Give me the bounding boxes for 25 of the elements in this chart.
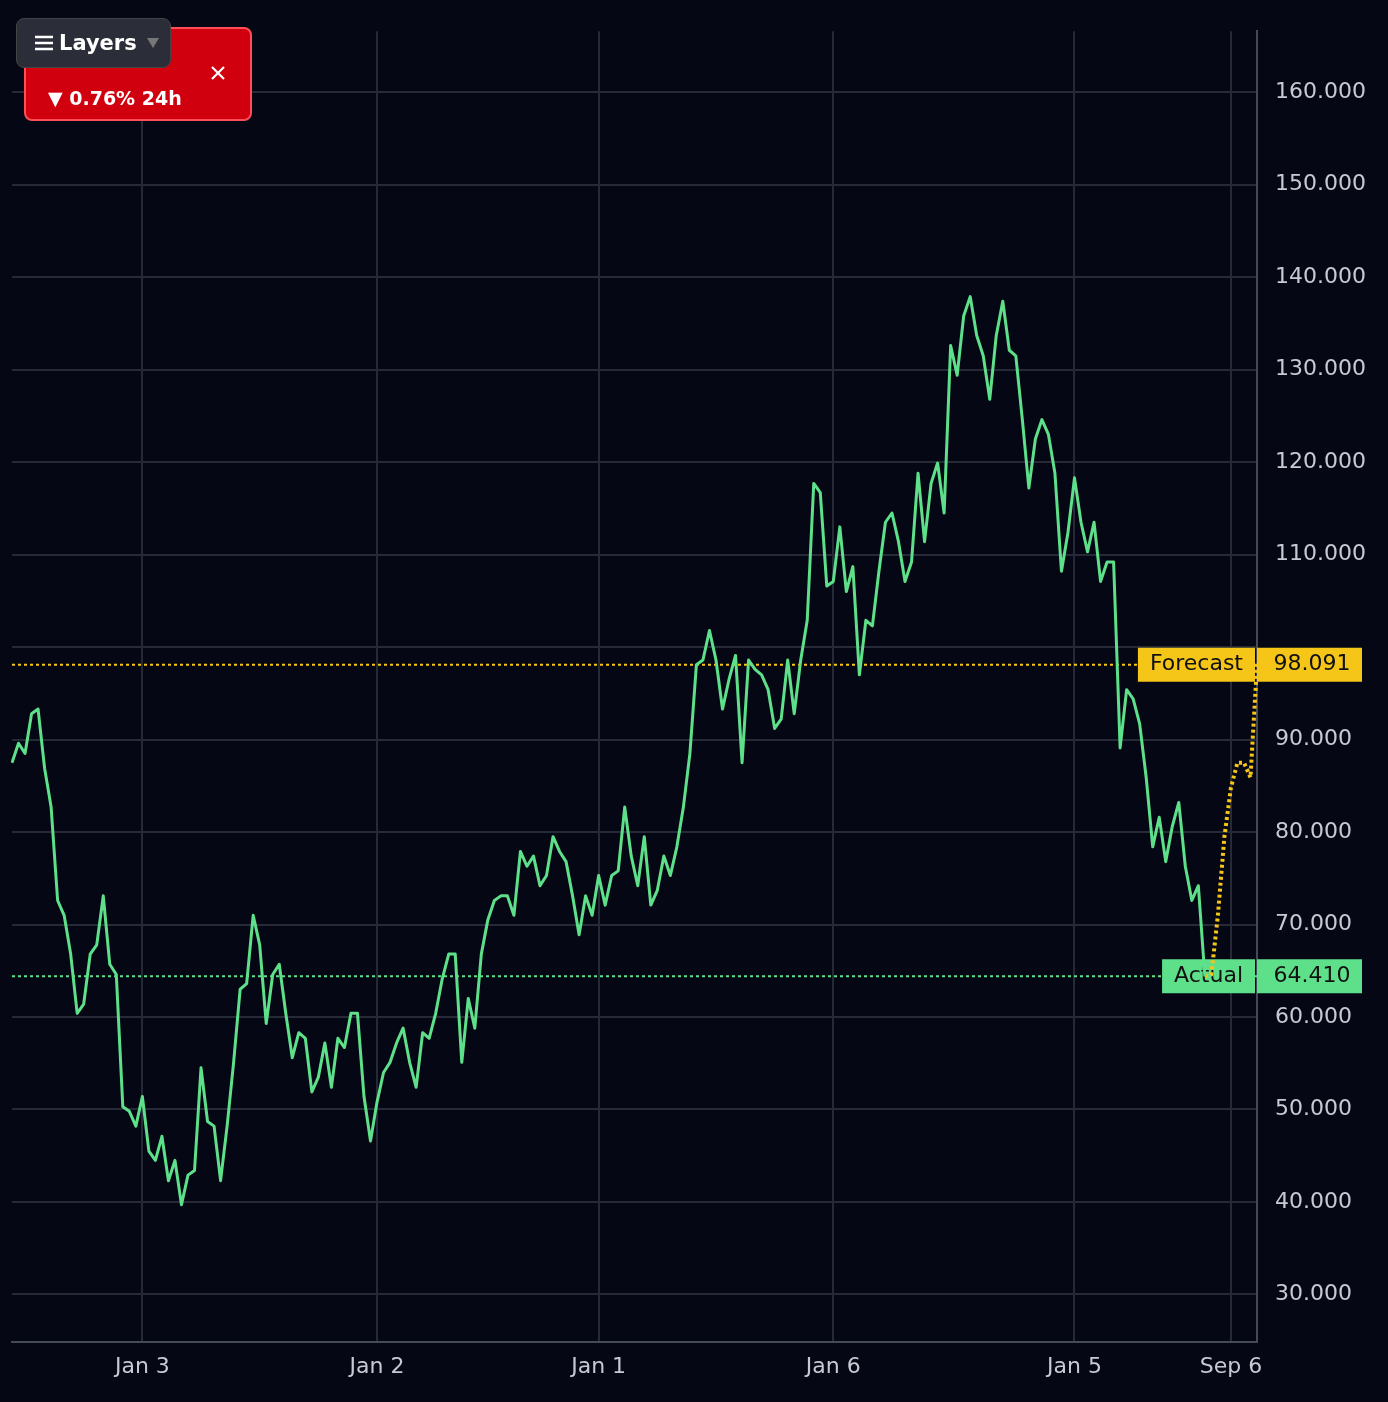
x-tick-label: Jan 3 (112, 1352, 170, 1378)
x-tick-label: Jan 1 (569, 1352, 627, 1378)
y-tick-label: 40.000 (1275, 1187, 1352, 1213)
y-tick-label: 70.000 (1275, 910, 1352, 936)
y-tick-label: 50.000 (1275, 1095, 1352, 1121)
layers-button: Layers (16, 18, 171, 68)
ref-line-label: Forecast (1149, 650, 1244, 676)
y-tick-label: 80.000 (1275, 817, 1352, 843)
y-tick-label: 150.000 (1275, 170, 1366, 196)
annotation: ▼ 0.76% 24h (48, 87, 182, 109)
y-tick-label: 130.000 (1275, 355, 1366, 381)
y-tick-label: 90.000 (1275, 725, 1352, 751)
y-tick-label: 140.000 (1275, 262, 1366, 288)
x-tick-label: Sep 6 (1199, 1352, 1263, 1378)
y-tick-label: 120.000 (1275, 447, 1366, 473)
y-tick-label: 30.000 (1275, 1280, 1352, 1306)
y-tick-label: 160.000 (1275, 77, 1366, 103)
annotation: Layers (59, 31, 137, 55)
y-tick-label: 110.000 (1275, 540, 1366, 566)
x-tick-label: Jan 6 (803, 1352, 861, 1378)
text: 98.091 (1273, 650, 1351, 676)
x-tick-label: Jan 2 (347, 1352, 405, 1378)
text: 64.410 (1273, 961, 1351, 987)
x-tick-label: Jan 5 (1045, 1352, 1102, 1378)
y-tick-label: 60.000 (1275, 1002, 1352, 1028)
